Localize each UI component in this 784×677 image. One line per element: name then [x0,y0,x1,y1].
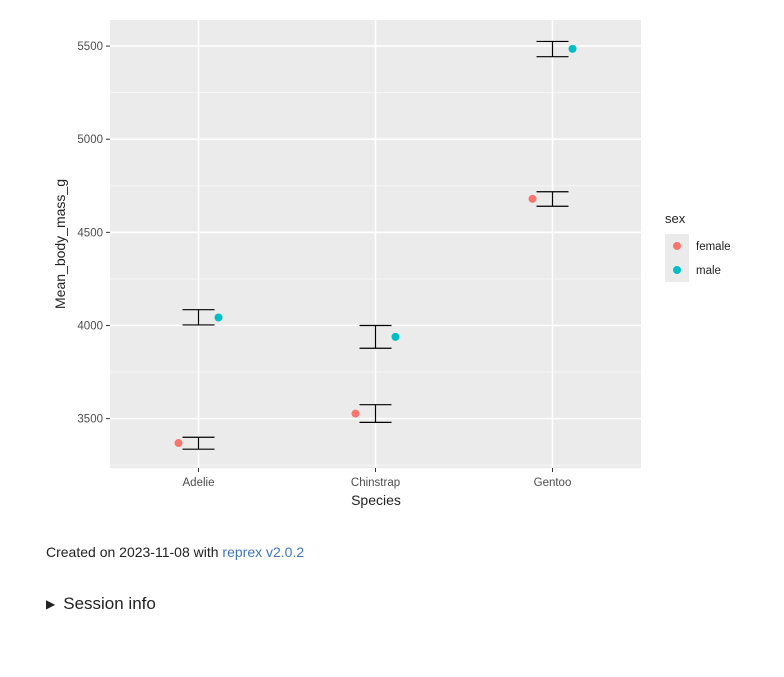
error-bar [182,309,215,326]
y-tick-label: 5000 [77,134,103,146]
x-axis-title: Species [351,492,401,508]
legend-item-male: male [665,258,721,282]
x-tick-label: Chinstrap [351,477,400,489]
female-point [351,409,360,418]
error-bar [182,436,215,450]
male-point [568,44,577,53]
y-axis-ticks: 3500 4000 4500 5000 5500 [77,41,110,426]
y-tick-label: 3500 [77,414,103,426]
error-bar [359,324,392,349]
y-axis-title: Mean_body_mass_g [52,179,68,309]
chart: 3500 4000 4500 5000 5500 Adelie Chinstrap Gent… [52,20,731,508]
x-tick-label: Adelie [183,477,215,489]
x-tick-label: Gentoo [534,477,572,489]
legend: sex female male [665,211,731,282]
error-bar [536,191,569,207]
legend-key-dot [673,266,681,274]
error-bar [359,404,392,423]
y-tick-label: 4000 [77,320,103,332]
session-info-toggle[interactable]: ▶ Session info [46,594,156,614]
x-axis-ticks: Adelie Chinstrap Gentoo [183,468,572,489]
session-info-label: Session info [63,594,156,613]
reprex-link[interactable]: reprex v2.0.2 [222,544,305,560]
legend-label: male [696,265,721,277]
disclosure-triangle-icon: ▶ [46,597,56,611]
caption-text: Created on 2023-11-08 with [46,544,223,560]
legend-title: sex [665,211,686,226]
female-point [528,194,537,203]
legend-item-female: female [665,234,731,258]
y-tick-label: 5500 [77,41,103,53]
female-point [174,439,183,448]
male-point [391,332,400,341]
error-bar [536,40,569,58]
legend-label: female [696,241,731,253]
legend-key-dot [673,242,681,250]
y-tick-label: 4500 [77,227,103,239]
male-point [214,313,223,322]
error-bars [182,40,569,450]
data-points [174,44,577,448]
reprex-caption: Created on 2023-11-08 with reprex v2.0.2 [46,544,304,560]
